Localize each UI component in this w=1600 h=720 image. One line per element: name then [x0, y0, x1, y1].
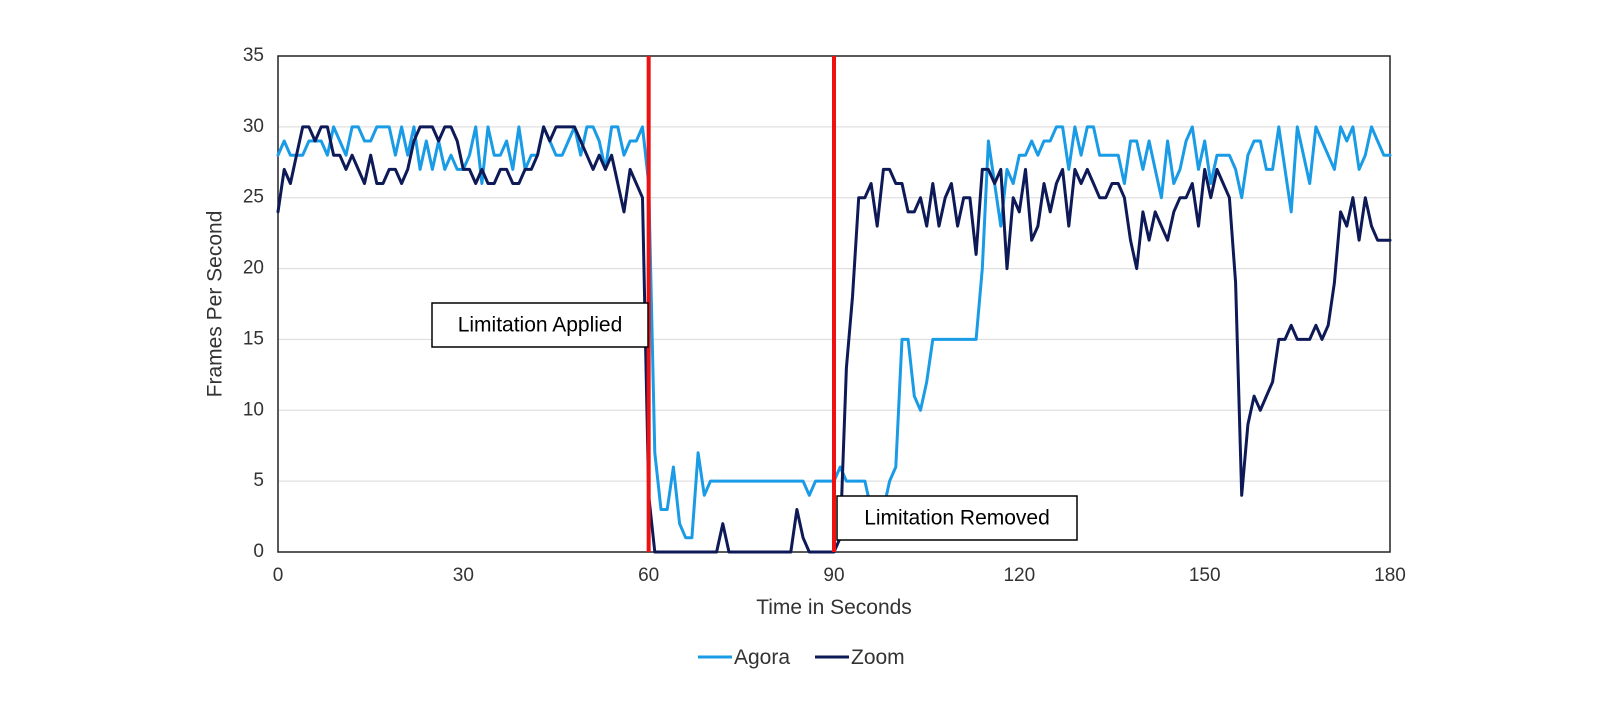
x-tick-label: 30 — [453, 565, 474, 586]
y-tick-label: 25 — [243, 187, 264, 208]
legend: Agora Zoom — [698, 646, 905, 669]
annotation-box — [836, 495, 1078, 541]
y-tick-label: 0 — [253, 541, 264, 562]
y-tick-label: 20 — [243, 258, 264, 279]
y-axis-title: Frames Per Second — [204, 211, 227, 398]
annotation-limitation-applied: Limitation Applied — [431, 302, 649, 348]
y-tick-label: 5 — [253, 470, 264, 491]
x-tick-label: 150 — [1189, 565, 1221, 586]
annotation-limitation-removed-text: Limitation Removed — [864, 507, 1050, 530]
y-tick-label: 10 — [243, 399, 264, 420]
x-tick-label: 120 — [1003, 565, 1035, 586]
annotations: Limitation Applied Limitation Removed — [431, 302, 1078, 541]
x-tick-label: 0 — [273, 565, 284, 586]
y-tick-label: 35 — [243, 45, 264, 66]
x-axis-ticks: 0 30 60 90 120 150 180 — [273, 565, 1406, 586]
y-axis-ticks: 0 5 10 15 20 25 30 35 — [243, 45, 264, 562]
legend-label-zoom: Zoom — [851, 646, 905, 669]
annotation-box — [431, 302, 649, 348]
legend-label-agora: Agora — [734, 646, 790, 669]
x-tick-label: 60 — [638, 565, 659, 586]
legend-item-zoom: Zoom — [815, 646, 905, 669]
limitation-markers — [646, 56, 836, 552]
x-tick-label: 90 — [823, 565, 844, 586]
x-axis-title: Time in Seconds — [756, 596, 912, 619]
annotation-limitation-applied-text: Limitation Applied — [458, 314, 623, 337]
x-tick-label: 180 — [1374, 565, 1406, 586]
y-tick-label: 30 — [243, 116, 264, 137]
annotation-limitation-removed: Limitation Removed — [836, 495, 1078, 541]
legend-item-agora: Agora — [698, 646, 790, 669]
y-tick-label: 15 — [243, 328, 264, 349]
